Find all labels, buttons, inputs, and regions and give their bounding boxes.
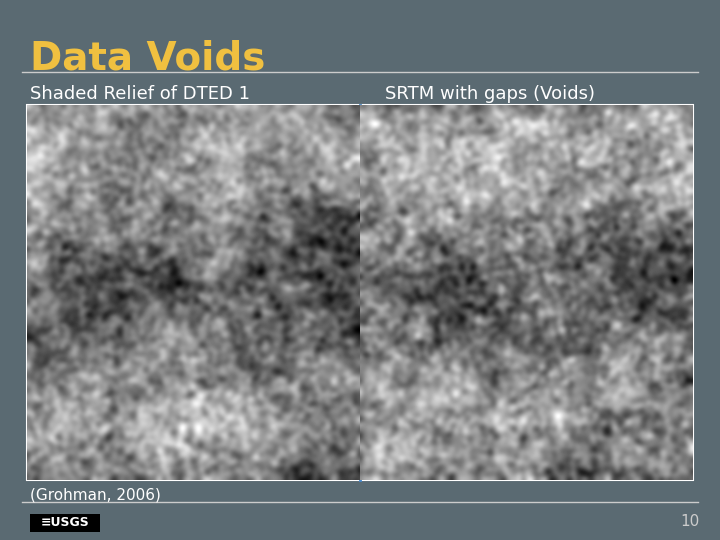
Text: ≡USGS: ≡USGS <box>40 516 89 530</box>
Text: SRTM with gaps (Voids): SRTM with gaps (Voids) <box>385 85 595 103</box>
Text: (Grohman, 2006): (Grohman, 2006) <box>30 488 161 503</box>
Bar <box>30 514 100 532</box>
Text: Shaded Relief of DTED 1: Shaded Relief of DTED 1 <box>30 85 250 103</box>
Text: 10: 10 <box>680 515 700 530</box>
Text: Data Voids: Data Voids <box>30 40 266 78</box>
